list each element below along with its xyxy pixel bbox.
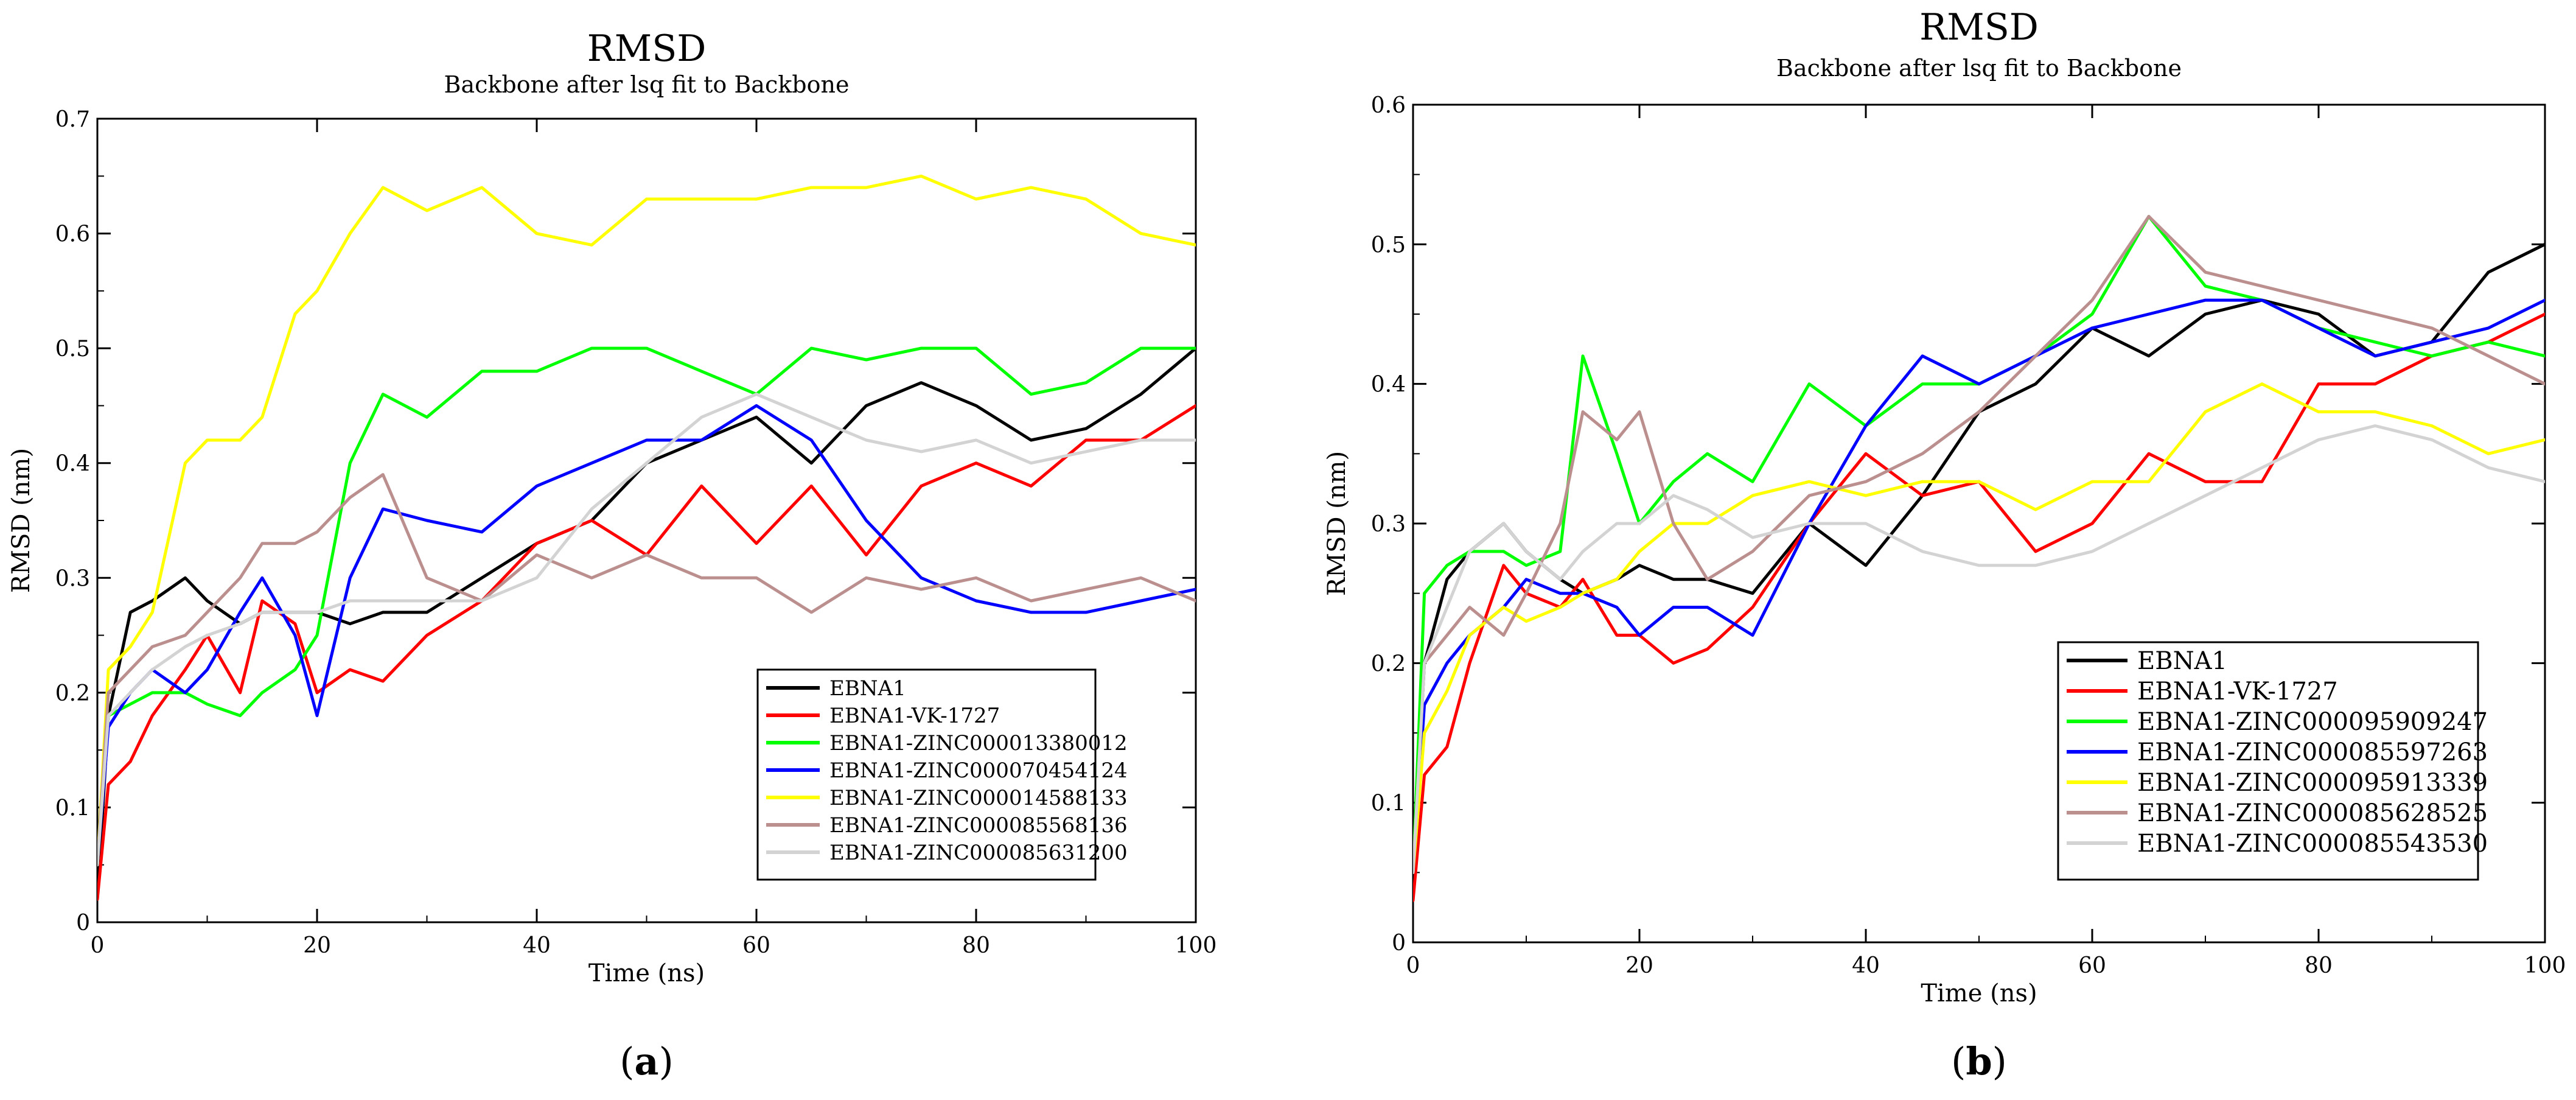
legend-label: EBNA1-ZINC000085628525: [2137, 799, 2488, 827]
x-axis-label: Time (ns): [588, 959, 705, 987]
x-axis-label: Time (ns): [1921, 979, 2037, 1007]
panel-label-part: b: [1966, 1039, 1992, 1084]
y-tick-label: 0.4: [55, 452, 90, 477]
legend-label: EBNA1-ZINC000085631200: [829, 841, 1128, 865]
panel-label-part: ): [1992, 1039, 2007, 1084]
series-line-6: [1413, 215, 2545, 874]
x-tick-label: 0: [1406, 953, 1420, 978]
y-tick-label: 0.1: [1371, 791, 1406, 816]
x-tick-label: 80: [2305, 953, 2333, 978]
x-tick-label: 100: [1175, 933, 1217, 958]
x-tick-label: 0: [91, 933, 105, 958]
x-tick-label: 40: [523, 933, 551, 958]
x-tick-label: 20: [1625, 953, 1653, 978]
legend-label: EBNA1-VK-1727: [829, 704, 1000, 728]
legend: EBNA1 EBNA1-VK-1727EBNA1-ZINC000095909247…: [2057, 641, 2488, 881]
legend-label: EBNA1-ZINC000013380012: [829, 731, 1128, 755]
panel-label: (a): [620, 1039, 674, 1084]
chart-panel-b: RMSD Backbone after lsq fit to Backbone 0 2…: [1323, 6, 2566, 1084]
x-tick-label: 40: [1852, 953, 1880, 978]
x-tick-label: 60: [2078, 953, 2106, 978]
series-line-5: [1413, 382, 2545, 874]
series-line-3: [97, 346, 1196, 867]
legend-label: EBNA1: [829, 676, 906, 701]
x-tick-label: 80: [962, 933, 990, 958]
y-tick-label: 0.2: [55, 681, 90, 706]
y-tick-label: 0.7: [55, 107, 90, 132]
series-line-4: [97, 404, 1196, 867]
y-tick-label: 0.4: [1371, 373, 1406, 398]
y-tick-label: 0.5: [1371, 233, 1406, 257]
chart-subtitle: Backbone after lsq fit to Backbone: [1776, 55, 2182, 82]
y-tick-label: 0: [76, 911, 90, 936]
series-line-5: [97, 174, 1196, 867]
legend-label: EBNA1-ZINC000085597263: [2137, 738, 2488, 766]
series-line-7: [97, 393, 1196, 867]
legend-label: EBNA1-ZINC000070454124: [829, 758, 1128, 783]
chart-subtitle: Backbone after lsq fit to Backbone: [444, 71, 850, 98]
series-line-7: [1413, 424, 2545, 874]
y-tick-label: 0.1: [55, 796, 90, 821]
y-tick-label: 0.2: [1371, 651, 1406, 676]
y-tick-label: 0.6: [1371, 93, 1406, 118]
y-tick-label: 0.3: [55, 566, 90, 591]
legend-label: EBNA1-ZINC000085568136: [829, 813, 1128, 838]
legend-label: EBNA1-ZINC000014588133: [829, 786, 1128, 810]
panel-label-part: (: [1951, 1039, 1966, 1084]
panel-label-part: (: [620, 1039, 634, 1084]
legend: EBNA1 EBNA1-VK-1727 EBNA1-ZINC000013380012…: [756, 668, 1128, 881]
y-tick-label: 0: [1392, 931, 1406, 956]
panel-label: (b): [1951, 1039, 2007, 1084]
series-line-1: [97, 346, 1196, 901]
panel-label-part: ): [659, 1039, 674, 1084]
y-tick-label: 0.3: [1371, 512, 1406, 537]
series-group: [1413, 215, 2545, 902]
series-group: [97, 174, 1196, 901]
x-tick-label: 100: [2524, 953, 2566, 978]
legend-label: EBNA1-ZINC000085543530: [2137, 830, 2488, 858]
legend-label: EBNA1-VK-1727: [2137, 678, 2338, 706]
y-axis-label: RMSD (nm): [7, 448, 35, 593]
panel-label-part: a: [634, 1039, 658, 1084]
chart-title: RMSD: [1919, 6, 2039, 49]
y-tick-label: 0.6: [55, 222, 90, 247]
x-tick-label: 20: [303, 933, 331, 958]
legend-label: EBNA1-ZINC000095909247: [2137, 708, 2488, 736]
legend-box: [756, 668, 1097, 881]
legend-label: EBNA1-ZINC000095913339: [2137, 769, 2488, 797]
legend-label: EBNA1: [2137, 647, 2227, 675]
x-tick-label: 60: [742, 933, 770, 958]
chart-title: RMSD: [587, 27, 707, 70]
legend-box: [2057, 641, 2479, 881]
y-tick-label: 0.5: [55, 337, 90, 362]
y-axis-label: RMSD (nm): [1323, 451, 1351, 596]
